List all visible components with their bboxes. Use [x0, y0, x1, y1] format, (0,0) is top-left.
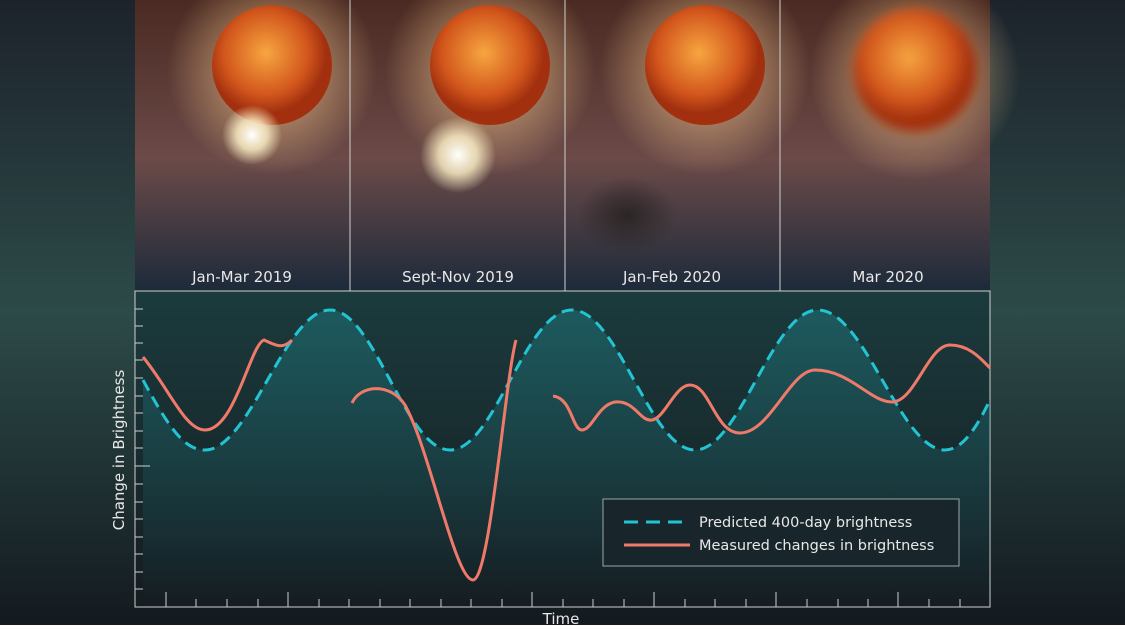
predicted-curve: [141, 308, 992, 452]
ticks: [135, 308, 961, 607]
legend-label: Measured changes in brightness: [699, 538, 934, 554]
panel-2: [385, 0, 595, 193]
legend: Predicted 400-day brightness Measured ch…: [602, 498, 960, 567]
panel-label: Sept-Nov 2019: [402, 268, 514, 286]
panel-label: Jan-Mar 2019: [191, 268, 292, 286]
y-axis-label: Change in Brightness: [110, 370, 128, 531]
panel-label: Jan-Feb 2020: [622, 268, 721, 286]
x-axis-label: Time: [542, 610, 580, 625]
panel-label: Mar 2020: [852, 268, 923, 286]
panel-4: [810, 0, 1020, 180]
panel-3: [577, 0, 810, 253]
legend-box: [602, 498, 960, 567]
measured-curve: [141, 338, 992, 582]
chart: Change in Brightness Time Predicted 400-…: [110, 290, 992, 628]
panels: Jan-Mar 2019 Sept-Nov 2019 Jan-Feb 2020 …: [135, 0, 1020, 291]
panel-1: [167, 0, 377, 175]
legend-label: Predicted 400-day brightness: [699, 515, 912, 531]
